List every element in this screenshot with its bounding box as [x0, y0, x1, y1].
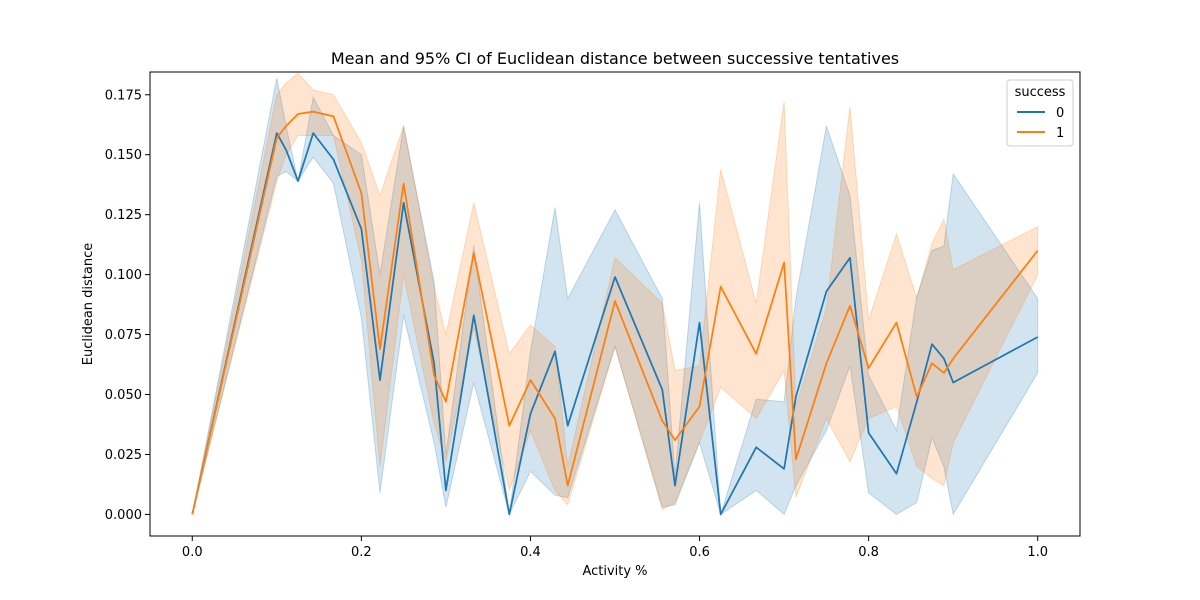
y-tick-label: 0.075 [105, 328, 142, 343]
y-axis: 0.000 0.025 0.050 0.075 0.100 0.125 0.150 0.175 [105, 88, 150, 523]
series-line-0 [191, 132, 1039, 516]
x-tick-label: 0.6 [689, 545, 710, 560]
x-tick-label: 0.4 [520, 545, 541, 560]
x-tick-label: 0.0 [182, 545, 203, 560]
chart-title: Mean and 95% CI of Euclidean distance be… [331, 49, 899, 68]
legend-title: success [1015, 85, 1066, 100]
y-tick-label: 0.025 [105, 448, 142, 463]
x-axis-label: Activity % [582, 564, 647, 579]
x-axis: 0.0 0.2 0.4 0.6 0.8 1.0 [182, 536, 1048, 560]
series-lines [191, 110, 1039, 516]
x-tick-label: 1.0 [1027, 545, 1048, 560]
series-line-1 [191, 110, 1039, 515]
y-tick-label: 0.100 [105, 268, 142, 283]
x-tick-label: 0.8 [858, 545, 879, 560]
plot-frame [149, 71, 1081, 537]
x-tick-label: 0.2 [351, 545, 372, 560]
y-tick-label: 0.175 [105, 88, 142, 103]
y-tick-label: 0.150 [105, 148, 142, 163]
y-tick-label: 0.050 [105, 388, 142, 403]
y-tick-label: 0.000 [105, 508, 142, 523]
y-tick-label: 0.125 [105, 208, 142, 223]
y-axis-label: Euclidean distance [81, 243, 96, 366]
legend-label-1: 1 [1056, 126, 1064, 141]
legend-label-0: 0 [1056, 106, 1064, 121]
legend: success 0 1 [1006, 79, 1074, 147]
